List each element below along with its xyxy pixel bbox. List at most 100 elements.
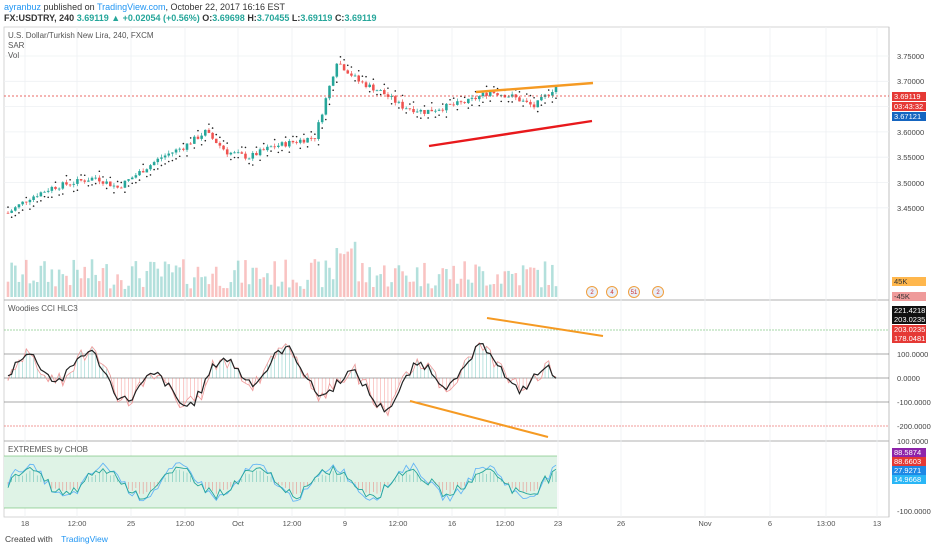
- volume-bar: [123, 288, 127, 297]
- volume-bar: [518, 285, 521, 297]
- sar-dot: [241, 146, 243, 148]
- candle-body: [109, 181, 112, 187]
- sar-dot: [208, 123, 210, 125]
- volume-bar: [24, 259, 28, 297]
- candle-body: [218, 143, 222, 146]
- volume-bar: [412, 281, 415, 297]
- candle-body: [412, 109, 415, 113]
- sar-dot: [456, 108, 459, 111]
- sar-dot: [222, 140, 225, 142]
- sar-dot: [98, 170, 101, 173]
- candle-body: [171, 152, 174, 154]
- sar-dot: [325, 118, 327, 121]
- vol-label[interactable]: Vol: [8, 51, 20, 60]
- price-tick-label: 3.50000: [897, 178, 925, 188]
- candle-body: [521, 100, 525, 102]
- candle-body: [529, 101, 532, 105]
- sar-dot: [47, 196, 49, 199]
- candle-body: [14, 207, 17, 211]
- volume-bar: [174, 265, 178, 297]
- candle-body: [57, 188, 61, 190]
- volume-bar: [383, 265, 386, 297]
- volume-bar: [130, 266, 134, 297]
- cci-upper-trendline: [486, 317, 604, 337]
- volume-bar: [116, 274, 119, 297]
- volume-bar: [214, 266, 218, 297]
- volume-bar: [119, 280, 123, 297]
- candle-body: [375, 90, 379, 92]
- event-marker-3[interactable]: 51: [628, 286, 640, 298]
- sar-dot: [127, 185, 130, 187]
- candle-body: [390, 96, 393, 97]
- open-value: 3.69698: [212, 13, 245, 23]
- volume-bar: [236, 260, 240, 297]
- sar-dot: [423, 105, 426, 107]
- volume-bar: [459, 278, 463, 297]
- event-marker-2[interactable]: 4: [606, 286, 618, 298]
- sar-dot: [83, 174, 86, 177]
- price-tick-label: 3.55000: [897, 153, 925, 163]
- sar-dot: [489, 100, 492, 102]
- extremes-title[interactable]: EXTREMES by CHOB: [8, 445, 89, 454]
- volume-bar: [43, 261, 46, 297]
- sar-dot: [540, 104, 543, 106]
- candle-body: [152, 162, 156, 166]
- ext-tag-b: 88.6603: [892, 457, 926, 466]
- volume-bar: [540, 287, 543, 297]
- volume-bar: [28, 283, 32, 297]
- candle-body: [163, 155, 167, 158]
- cci-title[interactable]: Woodies CCI HLC3: [8, 304, 78, 313]
- neg-vol-tag: -45K: [892, 292, 926, 301]
- candle-body: [247, 158, 251, 160]
- sar-dot: [262, 142, 265, 145]
- author-link[interactable]: ayranbuz: [4, 2, 42, 12]
- sar-dot: [405, 112, 408, 114]
- sar-dot: [555, 97, 557, 99]
- event-marker-1[interactable]: 2: [586, 286, 598, 298]
- sar-dot: [29, 208, 31, 210]
- candle-body: [284, 142, 287, 147]
- sar-dot: [372, 78, 375, 81]
- sar-dot: [25, 196, 28, 199]
- symbol[interactable]: FX:USDTRY, 240: [4, 13, 75, 23]
- candle-body: [379, 90, 382, 91]
- candle-body: [492, 91, 496, 94]
- sar-dot: [273, 138, 276, 141]
- volume-bar: [291, 279, 295, 297]
- volume-bar: [342, 254, 346, 297]
- sar-dot: [131, 182, 134, 185]
- sar-dot: [383, 83, 386, 86]
- volume-bar: [510, 273, 514, 297]
- site-link[interactable]: TradingView.com: [96, 2, 166, 12]
- sar-dot: [175, 158, 177, 160]
- sar-dot: [467, 107, 470, 109]
- time-tick-label: 6: [767, 519, 773, 528]
- volume-bar: [379, 274, 382, 297]
- sar-dot: [511, 101, 513, 103]
- sar-dot: [357, 69, 360, 72]
- candle-body: [185, 143, 189, 150]
- volume-bar: [262, 277, 266, 297]
- sar-dot: [80, 174, 82, 176]
- candle-body: [459, 101, 463, 103]
- sar-dot: [91, 184, 93, 186]
- volume-bar: [182, 259, 185, 297]
- candle-body: [28, 199, 32, 203]
- cci-tick-label: 100.0000: [897, 350, 929, 359]
- main-pane-title[interactable]: U.S. Dollar/Turkish New Lira, 240, FXCM: [8, 31, 154, 40]
- candle-body: [554, 86, 558, 93]
- volume-bar: [280, 281, 284, 297]
- sar-dot: [507, 100, 510, 103]
- volume-bar: [543, 261, 547, 297]
- sar-label[interactable]: SAR: [8, 41, 25, 50]
- time-tick-label: Oct: [232, 519, 244, 528]
- candle-body: [50, 186, 54, 191]
- tradingview-logo[interactable]: TradingView: [61, 534, 108, 544]
- volume-bar: [426, 283, 430, 297]
- sar-dot: [259, 159, 261, 162]
- volume-bar: [101, 268, 105, 297]
- volume-bar: [94, 274, 97, 297]
- candle-body: [134, 175, 138, 178]
- candle-body: [196, 136, 200, 139]
- event-marker-4[interactable]: 2: [652, 286, 664, 298]
